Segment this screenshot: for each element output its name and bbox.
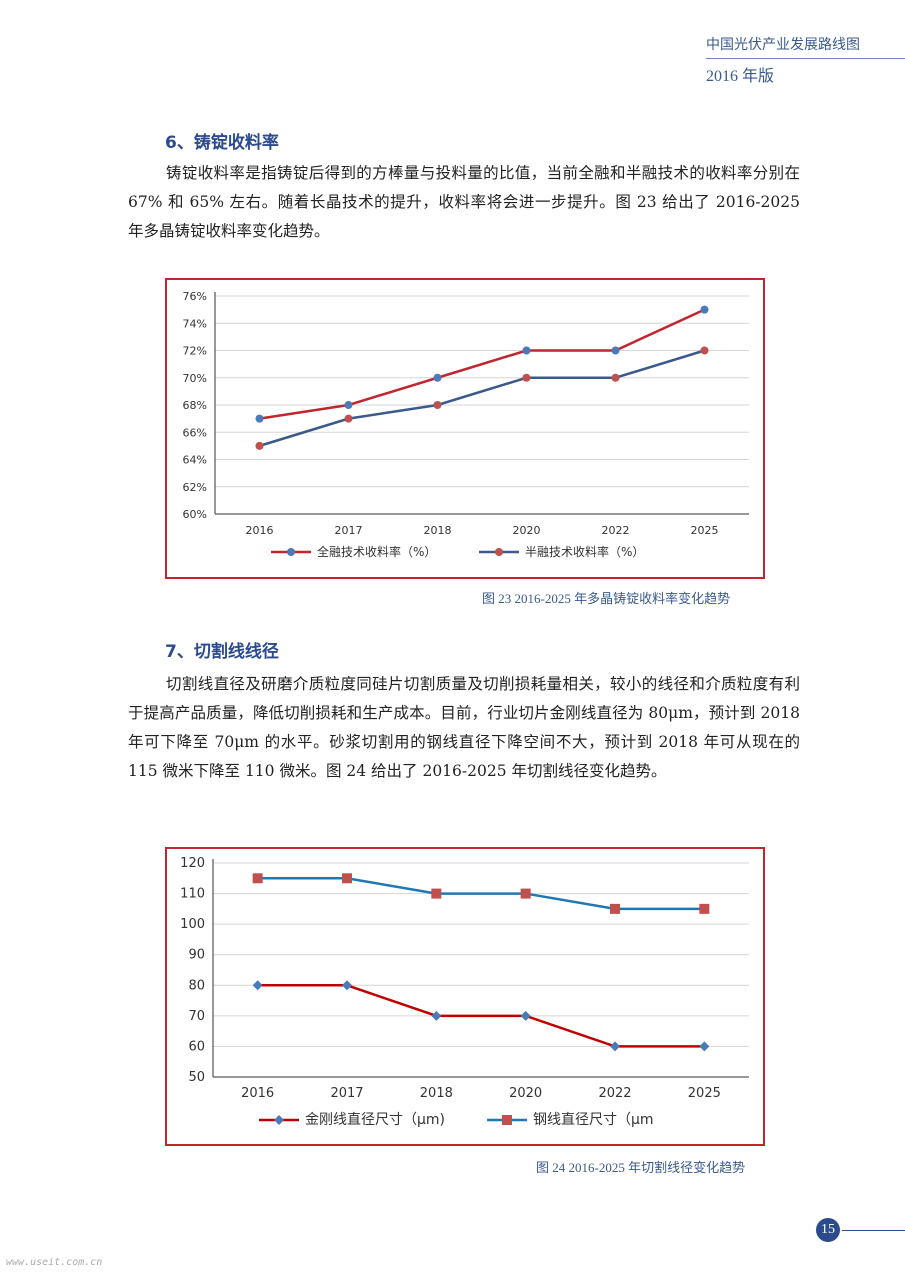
chart-frame-fig23: 60% 62% 64% 66% 68% 70% 72% 74% 76% 2016 2017 2018 2… xyxy=(165,278,765,579)
legend-marker xyxy=(495,548,503,556)
legend-label: 金刚线直径尺寸（μm) xyxy=(305,1111,445,1128)
data-point xyxy=(520,1010,531,1021)
data-point xyxy=(344,401,353,409)
data-point xyxy=(252,980,263,991)
x-tick-label: 2016 xyxy=(241,1086,274,1101)
y-tick-label: 50 xyxy=(188,1070,205,1085)
header-title: 中国光伏产业发展路线图 xyxy=(706,37,860,53)
figure24-caption: 图 24 2016-2025 年切割线径变化趋势 xyxy=(536,1160,746,1175)
chart-fig23: 60% 62% 64% 66% 68% 70% 72% 74% 76% 2016 2017 2018 2… xyxy=(183,290,749,559)
section6-heading: 6、铸锭收料率 xyxy=(165,133,279,153)
header-divider xyxy=(706,58,905,59)
legend-marker xyxy=(274,1115,284,1125)
x-tick-label: 2018 xyxy=(424,524,452,537)
running-header: 中国光伏产业发展路线图 2016 年版 xyxy=(706,34,905,86)
y-tick-label: 120 xyxy=(180,856,205,871)
data-point xyxy=(610,1041,620,1052)
x-tick-label: 2022 xyxy=(602,524,630,537)
x-tick-label: 2025 xyxy=(691,524,719,537)
data-point xyxy=(433,401,442,409)
page-number-rule xyxy=(842,1230,905,1231)
data-point xyxy=(431,888,442,899)
legend-marker xyxy=(287,548,295,556)
data-point xyxy=(431,1010,442,1021)
x-tick-label: 2017 xyxy=(330,1086,363,1101)
series-line xyxy=(257,984,705,1048)
section7-heading: 7、切割线线径 xyxy=(165,642,279,662)
y-tick-label: 100 xyxy=(180,917,205,932)
chart-fig24: 50 60 70 80 90 100 110 120 2016 2017 2018 2020 2022 2… xyxy=(180,856,749,1128)
x-tick-label: 2016 xyxy=(246,524,274,537)
chart-frame-fig24: 50 60 70 80 90 100 110 120 2016 2017 2018 2020 2022 2… xyxy=(165,847,765,1146)
series-line xyxy=(257,877,705,911)
x-tick-label: 2017 xyxy=(335,524,363,537)
data-point xyxy=(611,373,620,382)
legend-label: 钢线直径尺寸（μm xyxy=(533,1111,654,1128)
watermark: www.useit.com.cn xyxy=(6,1257,103,1268)
y-tick-label: 60 xyxy=(188,1039,205,1054)
y-tick-label: 60% xyxy=(183,508,207,521)
x-tick-label: 2022 xyxy=(598,1086,631,1101)
data-point xyxy=(433,373,442,382)
data-point xyxy=(522,373,531,382)
y-tick-label: 70 xyxy=(188,1009,205,1024)
y-tick-label: 80 xyxy=(188,978,205,993)
x-tick-label: 2018 xyxy=(420,1086,453,1101)
figure23-caption: 图 23 2016-2025 年多晶铸锭收料率变化趋势 xyxy=(482,591,731,606)
x-tick-label: 2025 xyxy=(688,1086,721,1101)
y-tick-label: 90 xyxy=(188,948,205,963)
data-point xyxy=(252,873,263,884)
data-point xyxy=(700,346,709,355)
y-tick-label: 72% xyxy=(183,345,207,358)
y-tick-label: 68% xyxy=(183,399,207,412)
data-point xyxy=(255,414,264,423)
x-tick-label: 2020 xyxy=(509,1086,542,1101)
page-number: 15 xyxy=(816,1218,840,1242)
data-point xyxy=(342,980,352,991)
y-tick-label: 76% xyxy=(183,290,207,303)
y-tick-label: 62% xyxy=(183,481,207,494)
data-point xyxy=(700,305,709,314)
legend-label: 全融技术收料率（%） xyxy=(317,544,436,559)
section7-paragraph: 切割线直径及研磨介质粒度同硅片切割质量及切削损耗量相关，较小的线径和介质粒度有利… xyxy=(128,675,800,780)
header-year: 2016 年版 xyxy=(706,68,775,85)
y-tick-label: 64% xyxy=(183,454,207,467)
data-point xyxy=(520,888,531,899)
section6-paragraph: 铸锭收料率是指铸锭后得到的方棒量与投料量的比值，当前全融和半融技术的收料率分别在… xyxy=(128,164,800,240)
data-point xyxy=(342,873,352,884)
y-tick-label: 70% xyxy=(183,372,207,385)
x-tick-label: 2020 xyxy=(513,524,541,537)
legend-marker xyxy=(502,1115,512,1125)
data-point xyxy=(344,414,353,423)
series-line xyxy=(259,308,706,420)
data-point xyxy=(610,903,620,914)
legend-label: 半融技术收料率（%） xyxy=(525,544,644,559)
series-line xyxy=(259,349,705,448)
data-point xyxy=(699,1041,710,1052)
y-tick-label: 74% xyxy=(183,317,207,330)
data-point xyxy=(611,346,620,355)
y-tick-label: 110 xyxy=(180,887,205,902)
data-point xyxy=(699,903,710,914)
data-point xyxy=(522,346,531,355)
data-point xyxy=(255,441,264,450)
y-tick-label: 66% xyxy=(183,426,207,439)
